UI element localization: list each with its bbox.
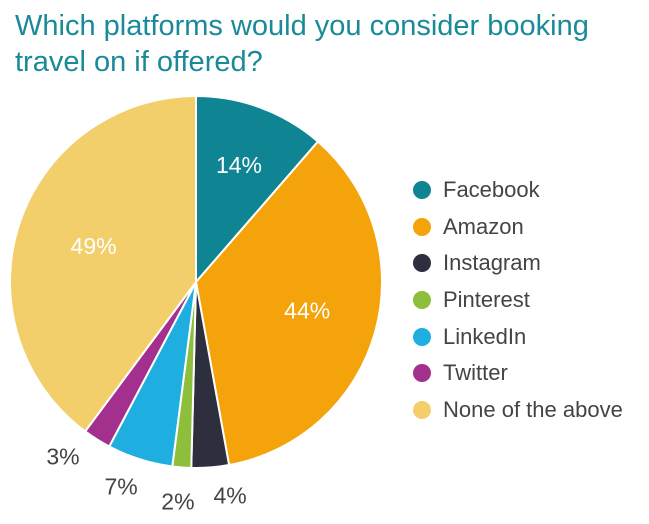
legend-item-facebook: Facebook [413,172,623,209]
legend-item-pinterest: Pinterest [413,282,623,319]
data-label-pinterest: 2% [161,489,194,515]
legend-swatch [413,217,431,236]
data-label-linkedin: 7% [105,474,138,500]
data-label-facebook: 14% [216,152,262,178]
pie-slices [9,94,383,469]
pie-slice-amazon [194,140,383,467]
legend-label: None of the above [443,396,623,422]
legend-item-amazon: Amazon [413,209,623,246]
legend-swatch [413,327,431,346]
pie-slice-none-of-the-above [9,94,197,433]
legend-item-linkedin: LinkedIn [413,318,623,355]
legend-swatch [413,364,431,383]
legend-label: Instagram [443,250,541,276]
legend-swatch [413,400,431,419]
legend-item-twitter: Twitter [413,355,623,392]
data-label-instagram: 4% [213,483,246,509]
legend-item-instagram: Instagram [413,245,623,282]
legend-label: Facebook [443,177,540,203]
legend-label: Amazon [443,213,524,239]
legend-label: Pinterest [443,287,530,313]
data-label-amazon: 44% [284,298,330,324]
pie-slice-facebook [195,94,320,285]
legend-swatch [413,254,431,273]
chart-legend: Facebook Amazon Instagram Pinterest LinkedIn… [413,172,623,428]
chart-title: Which platforms would you consider booki… [15,10,589,78]
legend-label: Twitter [443,360,508,386]
legend-item-none-of-the-above: None of the above [413,392,623,429]
legend-swatch [413,181,431,200]
legend-label: LinkedIn [443,323,527,349]
legend-swatch [413,291,431,310]
data-label-twitter: 3% [46,443,79,469]
pie-data-labels: 14% 44% 4% 2% 7% 3% 49% [46,152,330,515]
data-label-none-of-the-above: 49% [71,233,117,259]
